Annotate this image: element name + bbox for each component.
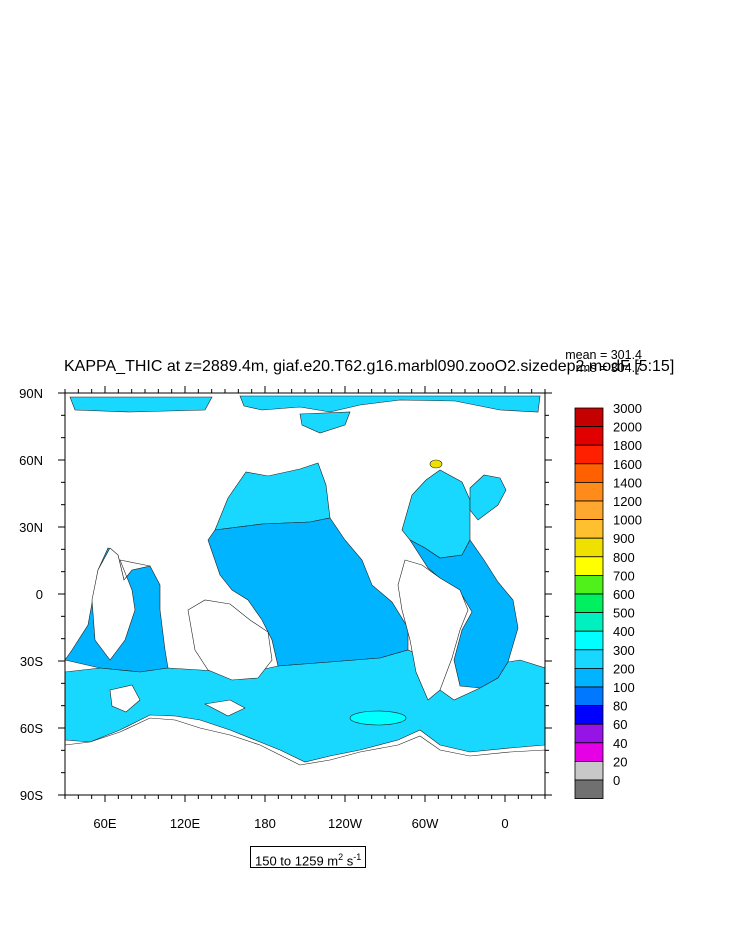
colorbar-label: 1200 — [613, 494, 642, 509]
region-arctic-east — [69, 396, 213, 413]
colorbar-box — [574, 723, 604, 744]
colorbar-label: 1600 — [613, 457, 642, 472]
map-plot — [64, 392, 546, 796]
colorbar-label: 2000 — [613, 420, 642, 435]
x-axis: 60E 120E 180 120W 60W 0 — [64, 386, 546, 831]
colorbar-box — [574, 686, 604, 707]
colorbar-box — [574, 779, 604, 800]
region-atlantic-east — [469, 474, 507, 521]
colorbar-box — [574, 612, 604, 632]
colorbar-label: 800 — [613, 550, 635, 565]
colorbar-label: 400 — [613, 624, 635, 639]
colorbar-label: 500 — [613, 606, 635, 621]
colorbar-label: 0 — [613, 773, 620, 788]
colorbar-box — [574, 593, 604, 614]
colorbar-box — [574, 630, 604, 651]
colorbar-box — [574, 556, 604, 576]
chart-title: KAPPA_THIC at z=2889.4m, giaf.e20.T62.g1… — [64, 358, 674, 375]
colorbar-label: 3000 — [613, 401, 642, 416]
y-tick-label: 60N — [19, 453, 43, 468]
colorbar-box — [574, 537, 604, 558]
colorbar-label: 300 — [613, 643, 635, 658]
land-antarctica — [65, 717, 545, 795]
ocean-field — [65, 395, 545, 795]
land-south-america — [397, 559, 469, 701]
colorbar-label: 700 — [613, 568, 635, 583]
x-tick-label: 0 — [501, 816, 508, 831]
colorbar-box — [574, 500, 604, 521]
region-beaufort — [299, 411, 351, 434]
colorbar-label: 100 — [613, 680, 635, 695]
colorbar: 3000200018001600140012001000900800700600… — [574, 401, 642, 800]
colorbar-label: 200 — [613, 661, 635, 676]
colorbar-box — [574, 463, 604, 483]
colorbar-box — [574, 426, 604, 446]
colorbar-box — [574, 519, 604, 539]
land-new-zealand — [204, 699, 246, 717]
colorbar-label: 20 — [613, 754, 627, 769]
stat-rms: rms = 304.7 — [576, 361, 642, 375]
region-weddell-high — [349, 710, 407, 726]
region-arctic-west — [239, 395, 541, 413]
colorbar-label: 40 — [613, 736, 627, 751]
data-range-label: 150 to 1259 m2 s-1 — [250, 846, 367, 868]
y-tick-label: 60S — [20, 721, 43, 736]
x-tick-label: 120E — [170, 816, 201, 831]
colorbar-box — [574, 444, 604, 465]
colorbar-label: 60 — [613, 717, 627, 732]
y-tick-label: 0 — [36, 587, 43, 602]
y-tick-label: 30N — [19, 520, 43, 535]
greenland-high-spot — [429, 459, 443, 469]
colorbar-box — [574, 761, 604, 781]
colorbar-box — [574, 668, 604, 688]
colorbar-label: 1400 — [613, 475, 642, 490]
colorbar-box — [574, 407, 604, 428]
colorbar-box — [574, 575, 604, 595]
y-tick-label: 30S — [20, 654, 43, 669]
x-tick-label: 60W — [412, 816, 439, 831]
land-madagascar — [109, 684, 141, 713]
colorbar-box — [574, 649, 604, 669]
colorbar-box — [574, 481, 604, 502]
x-tick-label: 120W — [328, 816, 363, 831]
region-indo-pacific — [207, 517, 409, 667]
colorbar-label: 1000 — [613, 513, 642, 528]
y-tick-label: 90S — [20, 788, 43, 803]
y-tick-label: 90N — [19, 386, 43, 401]
y-axis: 90N 60N 30N 0 30S 60S 90S — [19, 386, 552, 803]
land-africa — [91, 547, 151, 661]
land-australia — [187, 599, 273, 681]
x-tick-label: 60E — [93, 816, 116, 831]
colorbar-label: 600 — [613, 587, 635, 602]
colorbar-box — [574, 742, 604, 762]
x-tick-label: 180 — [254, 816, 276, 831]
colorbar-label: 1800 — [613, 438, 642, 453]
colorbar-label: 80 — [613, 699, 627, 714]
colorbar-box — [574, 705, 604, 725]
colorbar-label: 900 — [613, 531, 635, 546]
stat-mean: mean = 301.4 — [565, 348, 642, 362]
